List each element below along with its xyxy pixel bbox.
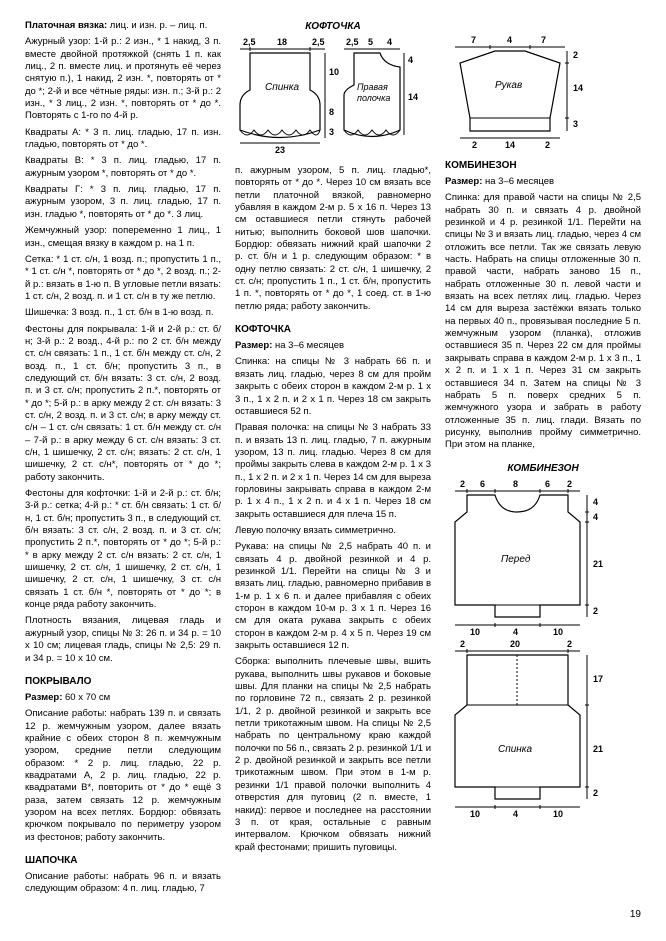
svg-text:6: 6 (545, 479, 550, 489)
svg-text:23: 23 (275, 145, 285, 155)
paragraph: п. ажурным узором, 5 п. лиц. гладью*, по… (235, 165, 431, 313)
svg-text:4: 4 (408, 55, 413, 65)
svg-text:2: 2 (545, 140, 550, 150)
svg-text:2: 2 (460, 479, 465, 489)
paragraph: Жемчужный узор: попеременно 1 лиц., 1 из… (25, 225, 221, 250)
svg-text:4: 4 (593, 497, 598, 507)
svg-text:Перед: Перед (501, 554, 531, 565)
column-1: Платочная вязка: лиц. и изн. р. – лиц. п… (25, 20, 221, 900)
svg-text:4: 4 (513, 809, 518, 819)
paragraph: Размер: на 3–6 месяцев (445, 176, 641, 188)
diagram-rukav: 7 4 7 Рукав 2 14 3 2 14 2 (445, 33, 605, 153)
svg-text:10: 10 (470, 809, 480, 819)
svg-text:2,5: 2,5 (346, 37, 359, 47)
svg-text:10: 10 (553, 809, 563, 819)
svg-text:2,5: 2,5 (312, 37, 325, 47)
paragraph: Плотность вязания, лицевая гладь и ажурн… (25, 615, 221, 664)
paragraph: Сетка: * 1 ст. с/н, 1 возд. п.; пропусти… (25, 254, 221, 303)
paragraph: Фестоны для кофточки: 1-й и 2-й р.: ст. … (25, 488, 221, 611)
paragraph: Ажурный узор: 1-й р.: 2 изн., * 1 накид,… (25, 36, 221, 122)
svg-text:2: 2 (593, 788, 598, 798)
page-number: 19 (25, 908, 641, 921)
svg-text:Рукав: Рукав (495, 80, 522, 91)
diagram-koftochka-row: 2,5 18 2,5 Спинка 10 8 3 23 2,5 5 4 Прав… (235, 35, 431, 155)
svg-text:10: 10 (470, 627, 480, 637)
heading-shapochka: ШАПОЧКА (25, 854, 221, 867)
paragraph: Правая полочка: на спицы № 3 набрать 33 … (235, 422, 431, 521)
svg-text:2: 2 (573, 50, 578, 60)
diagram-title-kombinezon: КОМБИНЕЗОН (445, 462, 641, 475)
svg-text:21: 21 (593, 744, 603, 754)
svg-text:7: 7 (541, 35, 546, 45)
paragraph: Рукава: на спицы № 2,5 набрать 40 п. и с… (235, 541, 431, 652)
heading-kombinezon: КОМБИНЕЗОН (445, 159, 641, 172)
paragraph: Размер: на 3–6 месяцев (235, 340, 431, 352)
svg-text:6: 6 (480, 479, 485, 489)
svg-text:Правая: Правая (357, 82, 388, 92)
svg-text:3: 3 (573, 119, 578, 129)
svg-text:4: 4 (593, 512, 598, 522)
svg-text:14: 14 (408, 92, 418, 102)
svg-text:3: 3 (329, 127, 334, 137)
paragraph: Сборка: выполнить плечевые швы, вшить ру… (235, 656, 431, 854)
paragraph: Квадраты Г: * 3 п. лиц. гладью, 17 п. аж… (25, 184, 221, 221)
diagram-spinka: 2,5 18 2,5 Спинка 10 8 3 23 (235, 35, 342, 155)
paragraph: Спинка: для правой части на спицы № 2,5 … (445, 192, 641, 451)
svg-text:5: 5 (368, 37, 373, 47)
diagram-polochka: 2,5 5 4 Правая полочка 4 14 (342, 35, 431, 155)
column-2: КОФТОЧКА 2,5 18 2,5 Спинка 10 8 3 23 2,5… (235, 20, 431, 900)
svg-text:10: 10 (553, 627, 563, 637)
diagram-komb-spinka: 2 20 2 Спинка 17 21 2 10 4 10 (445, 637, 625, 822)
svg-text:полочка: полочка (357, 93, 390, 103)
svg-text:Спинка: Спинка (265, 82, 300, 93)
svg-text:14: 14 (573, 83, 583, 93)
paragraph: Квадраты В: * 3 п. лиц. гладью, 17 п. аж… (25, 155, 221, 180)
svg-text:2: 2 (567, 479, 572, 489)
column-3: 7 4 7 Рукав 2 14 3 2 14 2 КОМБИНЕЗОН Раз… (445, 20, 641, 900)
paragraph: Шишечка: 3 возд. п., 1 ст. б/н в 1-ю воз… (25, 307, 221, 319)
diagram-title-koftochka: КОФТОЧКА (235, 20, 431, 33)
svg-text:14: 14 (505, 140, 515, 150)
heading-pokryvalo: ПОКРЫВАЛО (25, 675, 221, 688)
svg-text:10: 10 (329, 67, 339, 77)
svg-text:18: 18 (277, 37, 287, 47)
svg-text:2: 2 (472, 140, 477, 150)
paragraph: Фестоны для покрывала: 1-й и 2-й р.: ст.… (25, 324, 221, 484)
svg-text:4: 4 (513, 627, 518, 637)
svg-text:2: 2 (567, 639, 572, 649)
svg-text:4: 4 (387, 37, 392, 47)
svg-text:21: 21 (593, 559, 603, 569)
paragraph: Платочная вязка: лиц. и изн. р. – лиц. п… (25, 20, 221, 32)
paragraph: Описание работы: набрать 139 п. и связат… (25, 708, 221, 844)
heading-koftochka: КОФТОЧКА (235, 323, 431, 336)
paragraph: Спинка: на спицы № 3 набрать 66 п. и вяз… (235, 356, 431, 418)
paragraph: Левую полочку вязать симметрично. (235, 525, 431, 537)
svg-text:17: 17 (593, 674, 603, 684)
paragraph: Размер: 60 х 70 см (25, 692, 221, 704)
svg-text:Спинка: Спинка (498, 744, 533, 755)
svg-text:20: 20 (510, 639, 520, 649)
svg-text:2: 2 (460, 639, 465, 649)
svg-text:2: 2 (593, 606, 598, 616)
paragraph: Описание работы: набрать 96 п. и вязать … (25, 871, 221, 896)
svg-text:8: 8 (329, 107, 334, 117)
svg-text:2,5: 2,5 (243, 37, 256, 47)
svg-text:4: 4 (507, 35, 512, 45)
svg-text:7: 7 (471, 35, 476, 45)
svg-text:8: 8 (513, 479, 518, 489)
diagram-komb-pered: 2 6 8 6 2 Перед 4 4 21 2 10 4 10 (445, 477, 625, 637)
paragraph: Квадраты А: * 3 п. лиц. гладью, 17 п. из… (25, 127, 221, 152)
